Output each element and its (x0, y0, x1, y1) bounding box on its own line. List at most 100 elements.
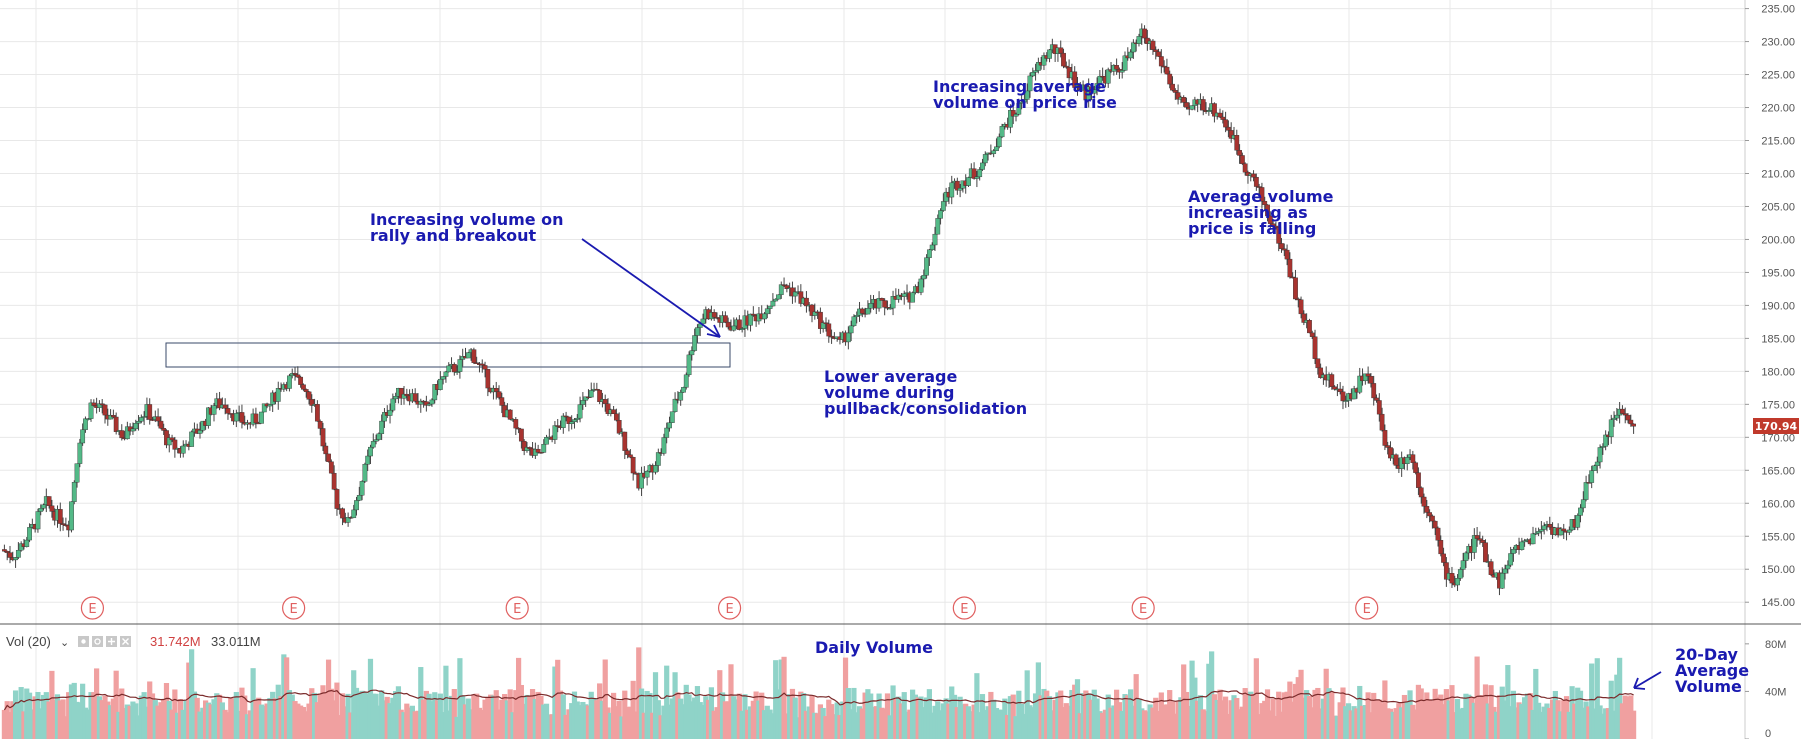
candle (471, 349, 477, 363)
candle (731, 325, 737, 331)
volume-bar (602, 659, 608, 739)
candle (113, 416, 119, 432)
close-icon[interactable] (120, 636, 131, 647)
candle (267, 404, 273, 407)
volume-bar (812, 712, 818, 739)
volume-bar (739, 710, 745, 739)
candle (1262, 201, 1268, 206)
volume-bar (1290, 701, 1296, 739)
candlestick-series[interactable] (1, 23, 1637, 596)
candle (823, 322, 829, 324)
volume-bar (1326, 688, 1332, 739)
volume-bar (1516, 702, 1522, 739)
volume-bar (63, 716, 69, 739)
y-tick-label: 150.00 (1761, 564, 1795, 576)
candle (1019, 101, 1025, 104)
chevron-down-icon[interactable]: ⌄ (60, 636, 69, 649)
candle (921, 275, 927, 280)
y-tick-label: 155.00 (1761, 531, 1795, 543)
candle (613, 413, 619, 421)
volume-bar (488, 694, 494, 739)
volume-bar (965, 706, 972, 739)
volume-bar (1393, 708, 1399, 739)
candle (317, 420, 323, 429)
candle (295, 374, 301, 378)
earnings-circle (717, 596, 742, 620)
volume-bar (1446, 700, 1452, 739)
volume-bar (563, 714, 569, 739)
volume-bar (356, 692, 362, 739)
candle (309, 399, 315, 406)
volume-bar (88, 692, 94, 739)
candle (938, 210, 943, 219)
candle (736, 319, 742, 330)
earnings-marker[interactable]: E (952, 596, 976, 620)
volume-bar (577, 705, 583, 739)
volume-bar (239, 687, 245, 739)
volume-bar (1295, 677, 1301, 739)
volume-bar (963, 703, 969, 739)
arrow-head-icon (1633, 677, 1646, 690)
plus-icon[interactable] (106, 636, 117, 647)
volume-bar (1292, 683, 1299, 739)
vol-indicator-label[interactable]: Vol (20) (6, 634, 51, 649)
volume-bar (401, 712, 407, 739)
volume-bar (1429, 701, 1435, 739)
earnings-marker[interactable]: E (505, 596, 529, 620)
candle (1281, 248, 1287, 251)
candle (1374, 397, 1379, 401)
volume-bar (845, 688, 851, 739)
candle (485, 368, 491, 389)
candle (303, 389, 309, 393)
volume-bar (700, 704, 706, 739)
candle (426, 403, 432, 406)
candle (1362, 373, 1368, 382)
volume-bar (611, 692, 617, 739)
volume-bar (1, 709, 7, 739)
volume-bar (937, 710, 944, 739)
volume-bar (334, 682, 340, 739)
volume-bar (1060, 706, 1067, 739)
volume-bar (1312, 689, 1318, 739)
earnings-marker[interactable]: E (717, 596, 742, 620)
candle (1061, 52, 1066, 67)
volume-bar (706, 699, 712, 739)
candle (664, 427, 670, 438)
volume-bar (831, 714, 837, 739)
candle (359, 481, 365, 496)
earnings-marker[interactable]: E (1131, 596, 1155, 620)
volume-series[interactable] (1, 647, 1637, 739)
volume-bar (82, 707, 89, 739)
candle (896, 294, 902, 300)
volume-bar (552, 666, 558, 739)
candle (1499, 573, 1505, 589)
candle (233, 413, 239, 422)
candle (653, 465, 658, 473)
earnings-circle (80, 596, 105, 620)
volume-bar (1259, 703, 1265, 739)
volume-bar (200, 707, 206, 739)
candle (882, 300, 888, 308)
candle (1597, 447, 1603, 463)
earnings-marker[interactable]: E (80, 596, 105, 620)
candle (379, 420, 385, 434)
volume-bar (278, 696, 284, 739)
earnings-marker[interactable]: E (282, 596, 306, 620)
candle (1429, 515, 1435, 522)
earnings-label: E (1139, 602, 1147, 617)
eye-icon[interactable] (78, 636, 89, 647)
vol-tick-label: 80M (1765, 639, 1786, 651)
candle (1558, 528, 1564, 536)
candle (954, 180, 960, 191)
volume-bar (462, 704, 469, 739)
volume-bar (71, 682, 77, 739)
candle (1530, 533, 1536, 545)
gear-icon[interactable] (92, 636, 103, 647)
volume-bar (926, 689, 932, 739)
candle (826, 323, 832, 337)
earnings-marker[interactable]: E (1355, 596, 1379, 620)
arrow-head-icon (706, 324, 721, 338)
candle (999, 126, 1005, 138)
volume-bar (1139, 708, 1145, 739)
candle (1027, 75, 1033, 92)
